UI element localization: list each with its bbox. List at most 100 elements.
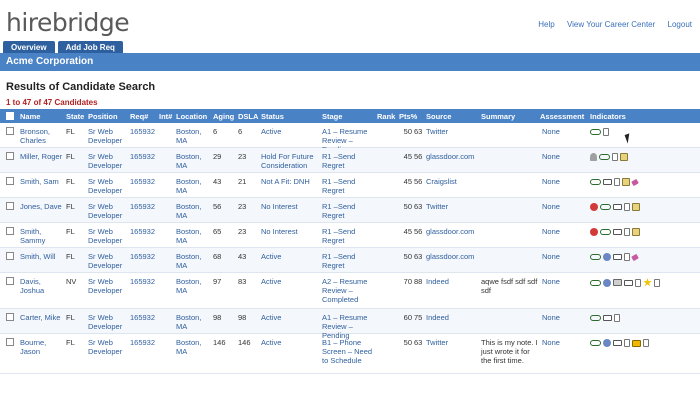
candidate-name[interactable]: Davis, Joshua xyxy=(20,277,45,295)
source-link[interactable]: Indeed xyxy=(426,277,449,286)
pencil-icon[interactable] xyxy=(613,279,622,286)
col-source[interactable]: Source xyxy=(426,112,452,121)
note-icon[interactable] xyxy=(622,178,630,186)
req-link[interactable]: 165932 xyxy=(130,252,156,261)
col-status[interactable]: Status xyxy=(261,112,284,121)
doc-icon[interactable] xyxy=(654,278,660,287)
req-link[interactable]: 165932 xyxy=(130,202,156,211)
tab-add-job-req[interactable]: Add Job Req xyxy=(57,41,123,53)
col-aging[interactable]: Aging xyxy=(213,112,235,121)
req-link[interactable]: 165932 xyxy=(130,127,156,136)
position-link[interactable]: Sr Web Developer xyxy=(88,252,123,270)
position-link[interactable]: Sr Web Developer xyxy=(88,177,123,195)
mail-icon[interactable] xyxy=(613,204,622,210)
stop-icon[interactable] xyxy=(590,203,598,211)
select-all-checkbox[interactable] xyxy=(6,112,14,120)
col-int[interactable]: Int# xyxy=(159,112,173,121)
source-link[interactable]: Twitter xyxy=(426,338,449,347)
mail-icon[interactable] xyxy=(613,340,622,346)
phone-icon[interactable] xyxy=(603,339,611,347)
row-checkbox[interactable] xyxy=(6,152,14,160)
source-link[interactable]: Twitter xyxy=(426,127,449,136)
stop-icon[interactable] xyxy=(590,228,598,236)
source-link[interactable]: Craigslist xyxy=(426,177,457,186)
col-dsla[interactable]: DSLA xyxy=(238,112,259,121)
assessment-link[interactable]: None xyxy=(542,202,560,211)
status-link[interactable]: Active xyxy=(261,127,282,136)
note-icon[interactable] xyxy=(632,203,640,211)
phone-icon[interactable] xyxy=(603,278,611,287)
stage-link[interactable]: R1 –Send Regret xyxy=(322,227,356,245)
assessment-link[interactable]: None xyxy=(542,277,560,286)
tag-icon[interactable] xyxy=(631,178,639,186)
stage-link[interactable]: A1 – Resume Review – Pending xyxy=(322,313,368,340)
col-position[interactable]: Position xyxy=(88,112,118,121)
status-link[interactable]: Not A Fit: DNH xyxy=(261,177,310,186)
mail-icon[interactable] xyxy=(603,315,612,321)
doc-icon[interactable] xyxy=(614,178,620,186)
row-checkbox[interactable] xyxy=(6,177,14,185)
career-center-link[interactable]: View Your Career Center xyxy=(566,20,656,29)
note-icon[interactable] xyxy=(632,228,640,236)
row-checkbox[interactable] xyxy=(6,338,14,346)
glasses-icon[interactable] xyxy=(600,229,611,235)
star-icon[interactable] xyxy=(643,278,652,287)
source-link[interactable]: glassdoor.com xyxy=(426,152,475,161)
col-req[interactable]: Req# xyxy=(130,112,149,121)
row-checkbox[interactable] xyxy=(6,202,14,210)
status-link[interactable]: Active xyxy=(261,338,282,347)
doc-icon[interactable] xyxy=(624,203,630,211)
req-link[interactable]: 165932 xyxy=(130,177,156,186)
source-link[interactable]: glassdoor.com xyxy=(426,227,475,236)
stage-link[interactable]: B1 – Phone Screen – Need to Schedule xyxy=(322,338,373,365)
col-stage[interactable]: Stage xyxy=(322,112,343,121)
stage-link[interactable]: R1 –Send Regret xyxy=(322,252,356,270)
row-checkbox[interactable] xyxy=(6,313,14,321)
col-assessment[interactable]: Assessment xyxy=(540,112,585,121)
status-link[interactable]: Hold For Future Consideration xyxy=(261,152,314,170)
assessment-link[interactable]: None xyxy=(542,227,560,236)
glasses-icon[interactable] xyxy=(590,254,601,260)
candidate-name[interactable]: Jones, Dave xyxy=(20,202,62,211)
mail-icon[interactable] xyxy=(613,254,622,260)
candidate-name[interactable]: Carter, Mike xyxy=(20,313,61,322)
position-link[interactable]: Sr Web Developer xyxy=(88,202,123,220)
source-link[interactable]: Indeed xyxy=(426,313,449,322)
col-rank[interactable]: Rank xyxy=(377,112,396,121)
position-link[interactable]: Sr Web Developer xyxy=(88,338,123,356)
status-link[interactable]: No Interest xyxy=(261,227,298,236)
stage-link[interactable]: R1 –Send Regret xyxy=(322,152,356,170)
row-checkbox[interactable] xyxy=(6,252,14,260)
mail-icon[interactable] xyxy=(624,279,633,286)
doc-icon[interactable] xyxy=(614,314,620,322)
source-link[interactable]: Twitter xyxy=(426,202,449,211)
position-link[interactable]: Sr Web Developer xyxy=(88,313,123,331)
person-icon[interactable] xyxy=(590,153,597,161)
assessment-link[interactable]: None xyxy=(542,177,560,186)
glasses-icon[interactable] xyxy=(590,315,601,321)
candidate-name[interactable]: Miller, Roger xyxy=(20,152,63,161)
help-link[interactable]: Help xyxy=(538,20,555,29)
position-link[interactable]: Sr Web Developer xyxy=(88,152,123,170)
candidate-name[interactable]: Bronson, Charles xyxy=(20,127,51,145)
req-link[interactable]: 165932 xyxy=(130,313,156,322)
col-name[interactable]: Name xyxy=(20,112,41,121)
position-link[interactable]: Sr Web Developer xyxy=(88,127,123,145)
assessment-link[interactable]: None xyxy=(542,127,560,136)
candidate-name[interactable]: Smith, Will xyxy=(20,252,56,261)
req-link[interactable]: 165932 xyxy=(130,338,156,347)
tag-icon[interactable] xyxy=(631,253,639,261)
notebook-icon[interactable] xyxy=(632,339,641,347)
candidate-name[interactable]: Smith, Sam xyxy=(20,177,59,186)
glasses-icon[interactable] xyxy=(599,154,610,160)
doc-icon[interactable] xyxy=(624,253,630,261)
position-link[interactable]: Sr Web Developer xyxy=(88,227,123,245)
status-link[interactable]: Active xyxy=(261,277,282,286)
stage-link[interactable]: R1 –Send Regret xyxy=(322,177,356,195)
stage-link[interactable]: A2 – Resume Review – Completed xyxy=(322,277,368,304)
req-link[interactable]: 165932 xyxy=(130,277,156,286)
col-summary[interactable]: Summary xyxy=(481,112,516,121)
row-checkbox[interactable] xyxy=(6,127,14,135)
mail-icon[interactable] xyxy=(603,179,612,185)
doc-icon[interactable] xyxy=(635,278,641,287)
